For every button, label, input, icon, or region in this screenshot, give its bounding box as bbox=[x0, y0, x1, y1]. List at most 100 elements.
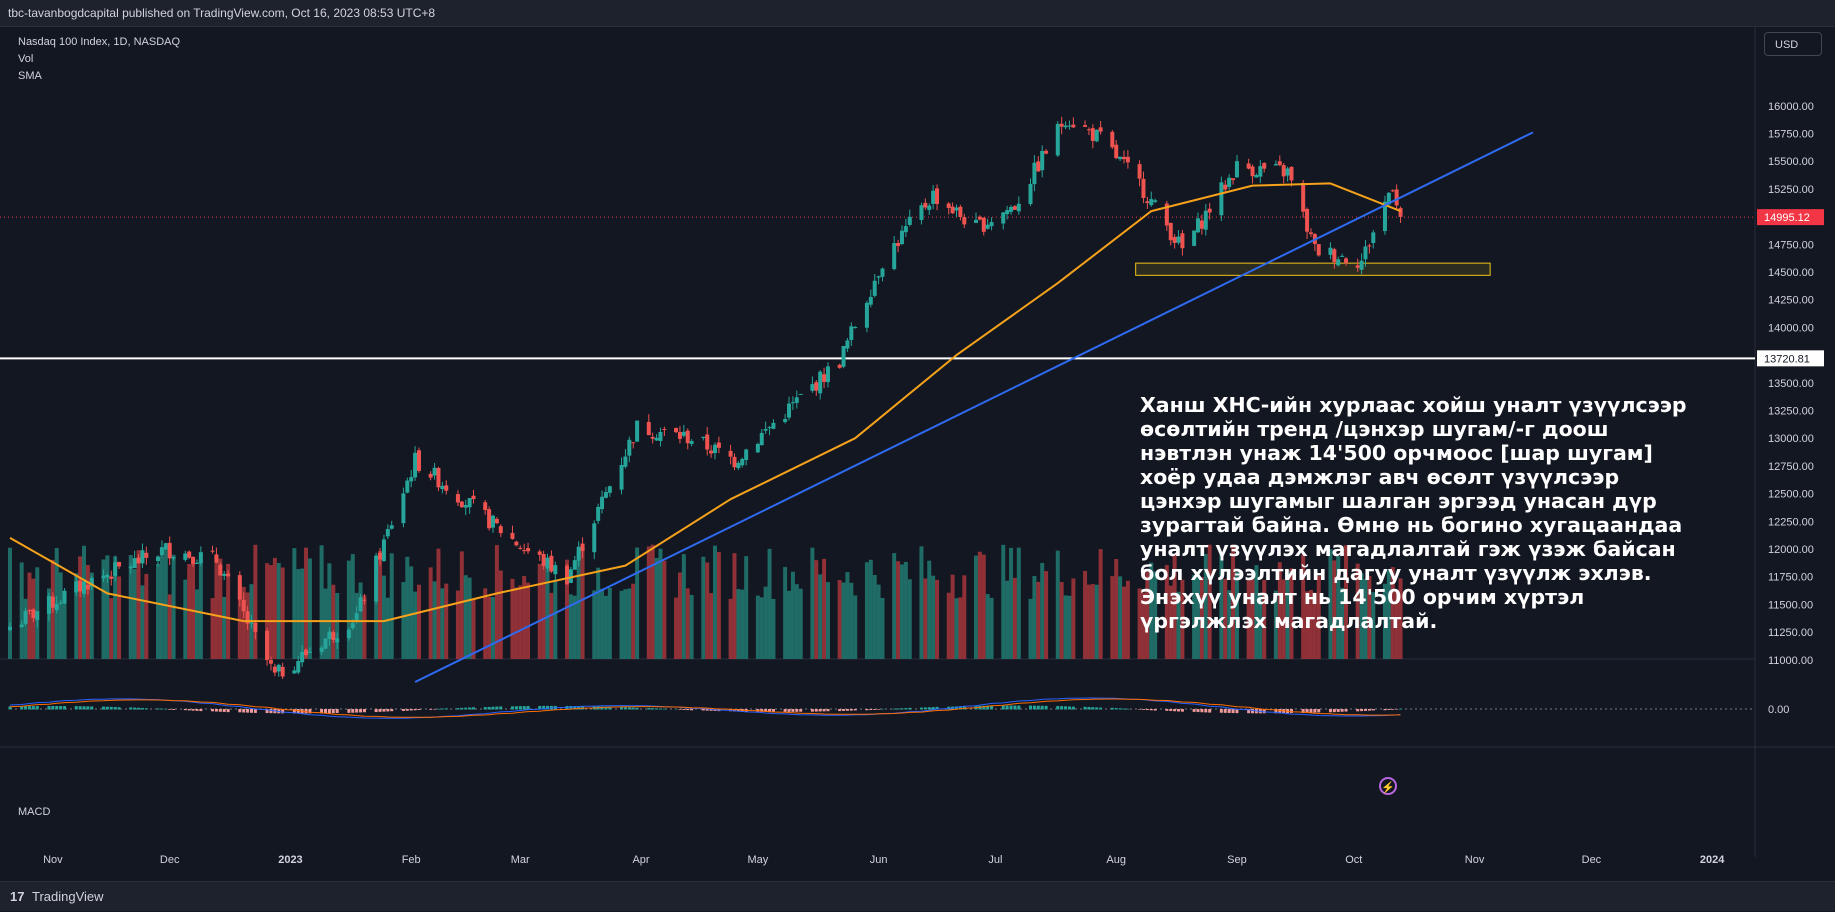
macd-histogram-bar bbox=[183, 709, 187, 711]
volume-bar bbox=[646, 546, 651, 659]
volume-bar bbox=[1044, 571, 1049, 659]
macd-histogram-bar bbox=[1192, 709, 1196, 712]
volume-bar bbox=[117, 576, 122, 659]
candle-body bbox=[1153, 200, 1158, 202]
macd-histogram-bar bbox=[1017, 705, 1021, 710]
macd-histogram-bar bbox=[374, 709, 378, 713]
volume-bar bbox=[732, 553, 737, 659]
macd-histogram-bar bbox=[1399, 708, 1403, 710]
footer-brand[interactable]: TradingView bbox=[32, 889, 104, 904]
macd-histogram-bar bbox=[401, 709, 405, 711]
volume-bar bbox=[1371, 592, 1376, 659]
candle-body bbox=[272, 666, 277, 673]
candle-body bbox=[1196, 218, 1201, 233]
volume-bar bbox=[919, 546, 924, 659]
volume-bar bbox=[962, 575, 967, 659]
macd-histogram-bar bbox=[386, 709, 390, 712]
volume-bar bbox=[876, 584, 881, 659]
lightning-icon[interactable]: ⚡ bbox=[1379, 777, 1397, 795]
candle-body bbox=[1098, 127, 1103, 132]
volume-bar bbox=[1203, 553, 1208, 659]
sma-line bbox=[9, 182, 1401, 623]
candle-body bbox=[685, 430, 690, 444]
macd-histogram-bar bbox=[1367, 709, 1371, 711]
candle-body bbox=[962, 217, 967, 225]
candle-body bbox=[1110, 131, 1115, 148]
macd-histogram-bar bbox=[1219, 709, 1223, 713]
candle-body bbox=[378, 552, 383, 560]
macd-histogram-bar bbox=[923, 707, 927, 710]
chart-area[interactable]: 16000.00 15750.00 15500.00 15250.00 14750.00… bbox=[0, 27, 1835, 911]
candle-body bbox=[354, 613, 359, 621]
macd-histogram-bar bbox=[760, 709, 764, 712]
candle-body bbox=[864, 302, 869, 328]
volume-bar bbox=[631, 583, 636, 659]
volume-bar bbox=[409, 566, 414, 659]
candle-body bbox=[973, 219, 978, 223]
candle-body bbox=[1277, 161, 1282, 166]
candle-body bbox=[191, 556, 196, 564]
macd-histogram-bar bbox=[600, 706, 604, 710]
candle-body bbox=[989, 222, 994, 227]
candle-body bbox=[946, 203, 951, 208]
volume-bar bbox=[810, 547, 815, 659]
candle-body bbox=[841, 345, 846, 367]
volume-bar bbox=[1207, 544, 1212, 659]
candle-body bbox=[1336, 259, 1341, 266]
macd-histogram-bar bbox=[296, 709, 300, 714]
candle-body bbox=[222, 573, 227, 576]
volume-bar bbox=[907, 579, 912, 659]
price-chart[interactable]: 16000.00 15750.00 15500.00 15250.00 14750.00… bbox=[0, 27, 1835, 911]
candle-body bbox=[265, 630, 270, 660]
tradingview-logo-icon[interactable]: 17 bbox=[10, 889, 25, 904]
volume-bar bbox=[1398, 578, 1403, 659]
candle-body bbox=[635, 420, 640, 442]
volume-bar bbox=[276, 563, 281, 659]
candle-body bbox=[358, 597, 363, 612]
macd-histogram-bar bbox=[1122, 708, 1126, 710]
candle-body bbox=[510, 532, 515, 539]
macd-histogram-bar bbox=[873, 709, 877, 710]
volume-bar bbox=[822, 558, 827, 659]
volume-bar bbox=[346, 560, 351, 659]
legend-sma[interactable]: SMA bbox=[18, 70, 42, 82]
macd-histogram-bar bbox=[627, 707, 631, 710]
macd-histogram-bar bbox=[436, 708, 440, 710]
macd-histogram-bar bbox=[877, 709, 881, 710]
volume-bar bbox=[545, 562, 550, 659]
candle-body bbox=[954, 207, 959, 211]
y-tick-label: 11250.00 bbox=[1768, 627, 1813, 639]
volume-bar bbox=[385, 597, 390, 659]
macd-histogram-bar bbox=[845, 709, 849, 711]
macd-histogram-bar bbox=[1177, 709, 1181, 712]
candle-body bbox=[736, 462, 741, 469]
macd-histogram-bar bbox=[214, 709, 218, 712]
candle-body bbox=[280, 666, 285, 677]
macd-histogram-bar bbox=[86, 706, 90, 710]
candle-body bbox=[1273, 163, 1278, 166]
candle-body bbox=[416, 450, 421, 471]
candle-body bbox=[701, 436, 706, 439]
volume-bar bbox=[198, 559, 203, 659]
candle-body bbox=[50, 596, 55, 608]
macd-histogram-bar bbox=[569, 705, 573, 710]
legend-symbol[interactable]: Nasdaq 100 Index, 1D, NASDAQ bbox=[18, 36, 181, 48]
macd-label[interactable]: MACD bbox=[18, 806, 51, 818]
macd-histogram-bar bbox=[129, 707, 133, 710]
volume-bar bbox=[1285, 570, 1290, 659]
candle-body bbox=[405, 480, 410, 493]
volume-bar bbox=[845, 572, 850, 659]
macd-histogram-bar bbox=[1099, 707, 1103, 710]
candle-body bbox=[27, 609, 32, 611]
candle-body bbox=[767, 427, 772, 429]
macd-histogram-bar bbox=[1262, 709, 1266, 714]
candle-body bbox=[1044, 150, 1049, 154]
candle-body bbox=[105, 575, 110, 578]
macd-histogram-bar bbox=[281, 709, 285, 714]
macd-histogram-bar bbox=[1395, 709, 1399, 710]
legend-vol[interactable]: Vol bbox=[18, 53, 34, 65]
currency-button[interactable]: USD bbox=[1764, 32, 1822, 56]
macd-histogram-bar bbox=[647, 707, 651, 710]
macd-histogram-bar bbox=[1204, 709, 1208, 713]
macd-histogram-bar bbox=[927, 707, 931, 710]
